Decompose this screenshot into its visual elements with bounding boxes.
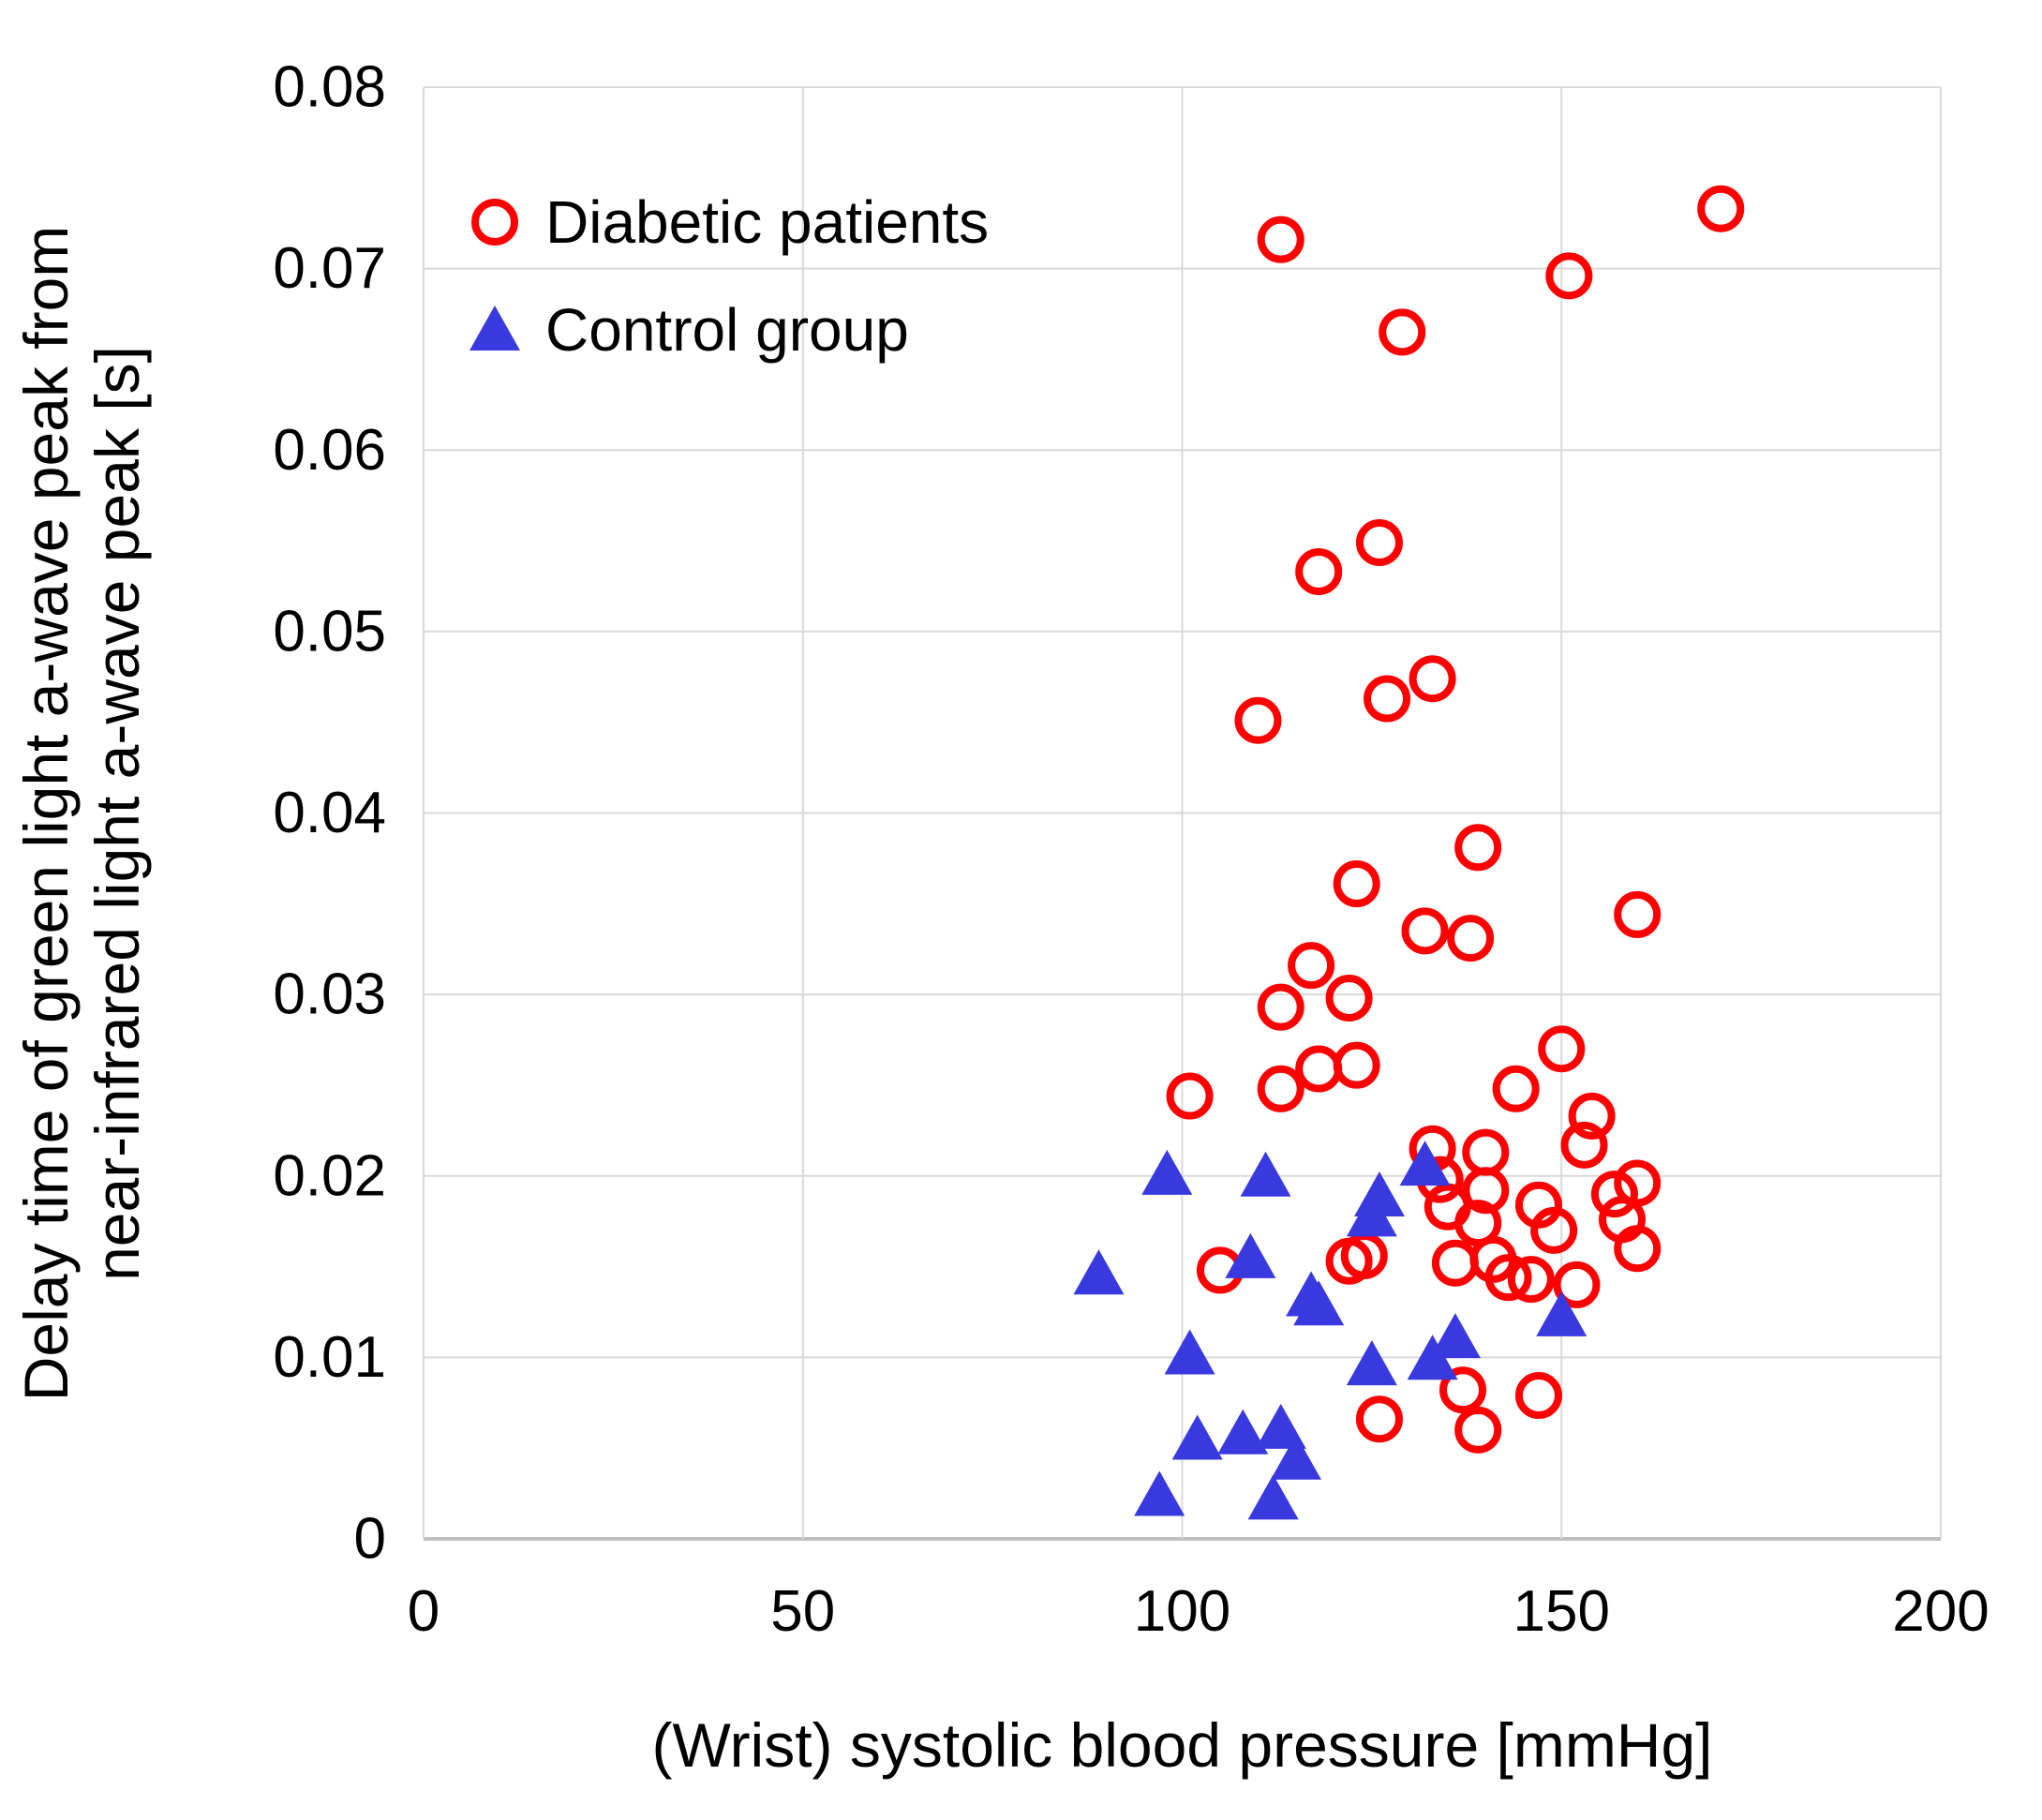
- x-axis-title: (Wrist) systolic blood pressure [mmHg]: [651, 1710, 1712, 1780]
- data-point-control: [1399, 1141, 1451, 1186]
- x-tick-label: 200: [1892, 1579, 1989, 1644]
- data-point-diabetic: [1447, 915, 1495, 962]
- data-point-control: [1293, 1280, 1345, 1326]
- data-point-diabetic: [1514, 1372, 1562, 1420]
- data-point-diabetic: [1530, 1206, 1578, 1254]
- data-point-control: [1346, 1340, 1397, 1386]
- data-point-diabetic: [1409, 655, 1456, 703]
- data-point-control: [1217, 1409, 1269, 1455]
- y-tick-label: 0.07: [273, 236, 386, 301]
- data-point-control: [1247, 1474, 1299, 1520]
- data-point-diabetic: [1257, 216, 1304, 263]
- data-point-diabetic: [1454, 824, 1502, 872]
- data-point-control: [1270, 1434, 1321, 1480]
- y-tick-label: 0.05: [273, 599, 386, 664]
- data-point-diabetic: [1401, 907, 1449, 955]
- data-point-control: [1225, 1232, 1276, 1278]
- legend-triangle-icon: [470, 306, 520, 351]
- x-tick-label: 50: [770, 1579, 835, 1644]
- data-point-diabetic: [1697, 185, 1745, 232]
- y-tick-label: 0.01: [273, 1325, 386, 1390]
- data-point-diabetic: [1234, 696, 1282, 744]
- data-point-control: [1171, 1414, 1223, 1460]
- x-tick-label: 0: [408, 1579, 440, 1644]
- data-point-control: [1255, 1403, 1306, 1449]
- legend-label: Control group: [545, 296, 909, 364]
- data-point-diabetic: [1325, 974, 1373, 1022]
- data-point-control: [1240, 1151, 1291, 1197]
- data-point-diabetic: [1333, 1041, 1380, 1089]
- data-point-diabetic: [1379, 308, 1426, 356]
- data-point-diabetic: [1454, 1406, 1502, 1454]
- data-point-control: [1536, 1290, 1587, 1336]
- data-point-diabetic: [1568, 1092, 1616, 1140]
- data-point-diabetic: [1333, 860, 1380, 908]
- y-axis-title-line: Delay time of green light a-wave peak fr…: [11, 226, 81, 1402]
- legend-open-circle-icon: [471, 199, 518, 246]
- y-tick-label: 0.06: [273, 418, 386, 483]
- data-point-diabetic: [1364, 675, 1411, 723]
- data-point-diabetic: [1484, 1254, 1532, 1302]
- data-point-diabetic: [1545, 252, 1593, 300]
- legend-label: Diabetic patients: [545, 188, 989, 256]
- data-point-diabetic: [1355, 1395, 1403, 1443]
- y-tick-label: 0.02: [273, 1143, 386, 1208]
- data-point-control: [1429, 1313, 1481, 1359]
- data-point-diabetic: [1614, 1225, 1662, 1273]
- data-point-diabetic: [1553, 1261, 1601, 1308]
- y-tick-label: 0: [354, 1507, 386, 1572]
- data-point-diabetic: [1295, 547, 1343, 595]
- data-point-diabetic: [1492, 1065, 1540, 1112]
- data-point-diabetic: [1257, 983, 1304, 1031]
- data-point-diabetic: [1507, 1256, 1555, 1304]
- data-point-diabetic: [1355, 518, 1403, 566]
- data-point-diabetic: [1288, 942, 1335, 990]
- data-point-diabetic: [1257, 1065, 1304, 1112]
- x-tick-label: 150: [1513, 1579, 1610, 1644]
- x-tick-label: 100: [1134, 1579, 1230, 1644]
- data-point-diabetic: [1439, 1366, 1487, 1414]
- data-point-diabetic: [1462, 1167, 1510, 1215]
- y-tick-label: 0.08: [273, 55, 386, 120]
- data-point-control: [1346, 1191, 1397, 1237]
- y-tick-label: 0.04: [273, 781, 386, 845]
- data-point-control: [1141, 1149, 1193, 1195]
- data-point-diabetic: [1538, 1025, 1586, 1073]
- data-point-diabetic: [1560, 1121, 1608, 1169]
- data-point-diabetic: [1590, 1171, 1638, 1218]
- y-axis-title-line: near-infrared light a-wave peak [s]: [82, 346, 152, 1281]
- data-point-control: [1134, 1470, 1185, 1516]
- data-point-control: [1164, 1329, 1215, 1375]
- data-point-diabetic: [1614, 890, 1662, 938]
- y-tick-label: 0.03: [273, 962, 386, 1027]
- data-point-diabetic: [1166, 1072, 1214, 1120]
- data-point-control: [1073, 1249, 1125, 1295]
